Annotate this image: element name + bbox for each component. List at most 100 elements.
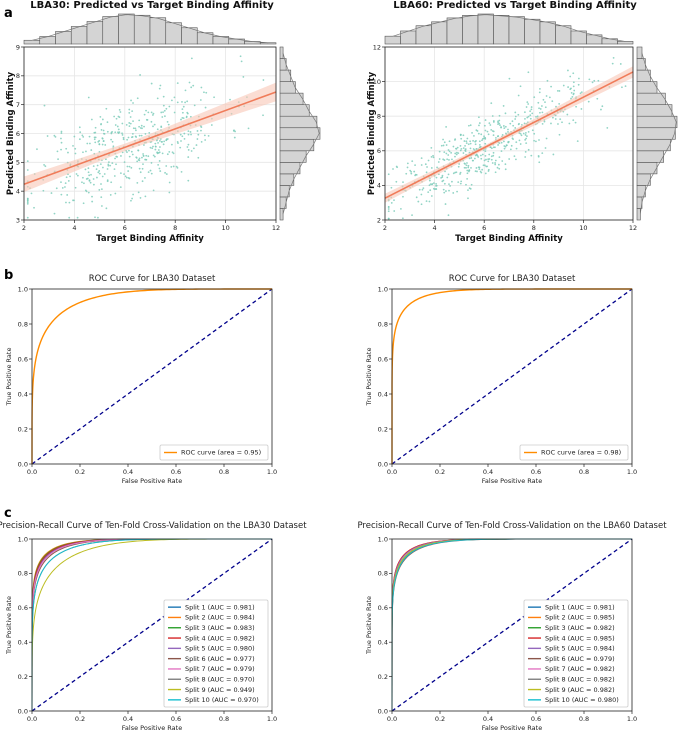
scatter-point [478,122,481,124]
scatter-point [466,172,469,175]
scatter-point [127,136,130,139]
scatter-point [591,81,594,84]
scatter-point [566,113,569,116]
scatter-point [157,163,160,166]
scatter-point [117,115,120,118]
scatter-point [36,148,38,151]
scatter-point [122,138,125,141]
scatter-point [101,175,104,178]
scatter-point [481,168,484,171]
scatter-point [527,148,530,151]
scatter-point [452,172,455,175]
scatter-point [432,154,434,157]
scatter-point [94,136,97,139]
scatter-point [503,145,506,147]
scatter-point [138,159,141,162]
scatter-point [455,147,458,150]
scatter-point [524,132,527,134]
x-tick-label: 1.0 [267,715,277,723]
legend-label: ROC curve (area = 0.98) [541,449,621,457]
scatter-point [443,182,446,185]
scatter-point [109,194,112,196]
scatter-point [136,181,139,184]
scatter-point [126,165,129,168]
scatter-point [181,108,184,110]
scatter-point [515,147,518,150]
scatter-point [154,142,157,145]
scatter-point [88,135,91,138]
scatter-point [429,183,432,186]
scatter-point [567,86,570,88]
right-histogram-bar [279,150,307,163]
scatter-point [448,150,451,153]
legend-box [159,444,269,461]
scatter-point [165,138,168,141]
scatter-point [66,194,69,196]
y-tick-label: 0.8 [378,570,388,578]
y-tick-label: 4 [16,187,20,195]
scatter-point [153,155,156,158]
scatter-point [445,125,448,128]
scatter-point [122,136,125,139]
scatter-point [118,108,121,111]
scatter-point [156,97,159,100]
x-tick-label: 4 [433,224,437,232]
legend-label: Split 4 (AUC = 0.982) [185,634,255,642]
scatter-point [414,174,417,177]
scatter-point [522,132,525,135]
y-tick-label: 1.0 [18,285,28,293]
scatter-point [492,134,495,137]
scatter-point [85,178,88,180]
scatter-point [459,149,462,152]
scatter-point [100,188,103,191]
scatter-point [466,162,468,164]
scatter-point [451,158,453,161]
scatter-point [492,121,495,123]
scatter-point [90,173,92,176]
scatter-point [507,131,509,133]
scatter-point [147,111,150,114]
scatter-point [100,183,102,185]
scatter-point [113,175,116,177]
scatter-point [541,152,544,155]
scatter-point [479,154,482,157]
scatter-point [192,84,195,87]
x-tick-label: 0.0 [387,468,397,476]
scatter-point [168,150,171,153]
scatter-point [484,150,487,153]
scatter-point [160,140,163,143]
scatter-point [207,135,210,137]
scatter-point [99,115,102,118]
scatter-point [579,92,582,95]
right-histogram-bar [279,81,296,94]
y-axis-label: True Positive Rate [5,596,13,655]
scatter-point [159,146,161,148]
top-histogram-bar [149,17,167,45]
scatter-point [537,155,540,158]
scatter-point [497,123,499,126]
scatter-point [500,126,502,128]
scatter-point [131,197,133,200]
scatter-point [450,151,453,154]
scatter-point [517,94,520,97]
scatter-point [26,201,29,204]
scatter-point [438,150,441,153]
scatter-point [183,132,186,135]
scatter-point [507,128,509,131]
scatter-point [43,104,46,107]
scatter-point [157,149,160,151]
scatter-point [475,167,478,169]
top-histogram-bar [539,21,556,45]
scatter-point [120,155,122,157]
scatter-point [141,167,144,170]
x-tick-label: 0.4 [123,715,133,723]
top-histogram-bar [23,39,41,45]
scatter-point [88,174,91,177]
scatter-point [448,140,451,143]
scatter-point [497,135,500,137]
scatter-point [107,163,110,166]
scatter-point [570,97,572,100]
scatter-point [572,119,575,122]
scatter-point [435,185,437,187]
